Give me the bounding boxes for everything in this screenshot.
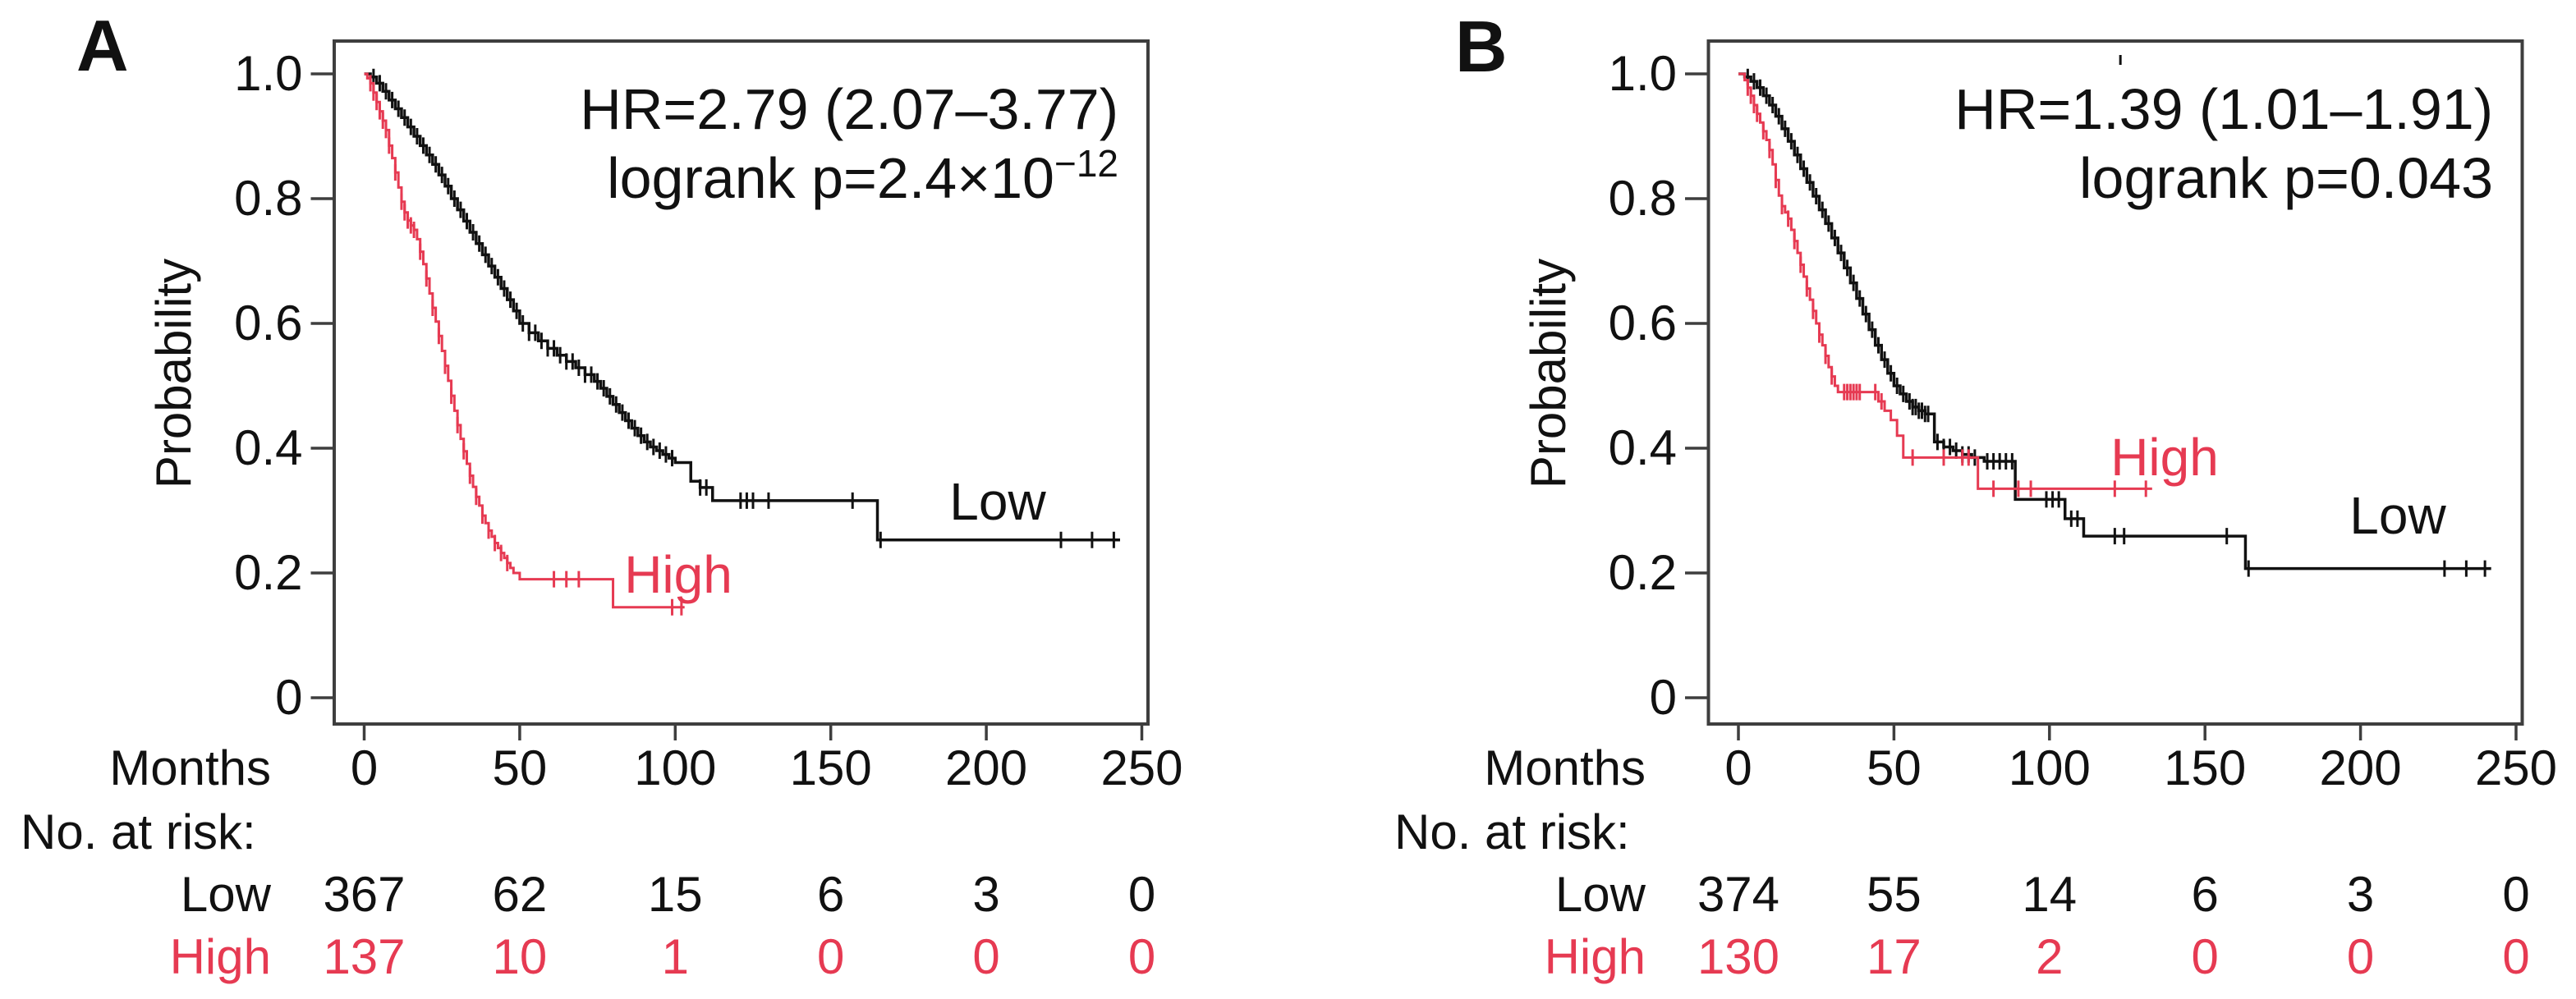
x-tick-label: 0 [1724, 740, 1752, 795]
risk-count-high-0: 130 [1697, 929, 1780, 984]
panel-b-risk-row-label-low: Low [1554, 867, 1646, 922]
risk-count-high-150: 0 [2191, 929, 2219, 984]
risk-count-high-250: 0 [2502, 929, 2530, 984]
y-tick-label: 1.0 [234, 46, 303, 101]
panel-b-risk-table-header: No. at risk: [1394, 804, 1630, 859]
risk-count-low-250: 0 [2502, 867, 2530, 922]
risk-count-low-0: 367 [323, 867, 406, 922]
x-tick-label: 150 [789, 740, 872, 795]
x-tick-label: 250 [1100, 740, 1183, 795]
y-tick-label: 1.0 [1608, 46, 1677, 101]
y-tick-label: 0.8 [1608, 171, 1677, 226]
panel-a-curve-label-low: Low [949, 472, 1046, 531]
risk-count-high-50: 10 [492, 929, 548, 984]
risk-count-low-200: 3 [972, 867, 1000, 922]
x-tick-label: 200 [2319, 740, 2402, 795]
panel-b-hr-annotation: HR=1.39 (1.01–1.91) [1954, 77, 2493, 141]
panel-a-y-axis-title: Probability [146, 258, 201, 489]
y-tick-label: 0.4 [234, 420, 303, 475]
panel-b-curve-label-high: High [2110, 428, 2219, 487]
x-tick-label: 250 [2474, 740, 2558, 795]
panel-b-logrank-annotation: logrank p=0.043 [1836, 144, 2493, 207]
y-tick-label: 0.4 [1608, 420, 1677, 475]
y-tick-label: 0.8 [234, 171, 303, 226]
risk-count-high-0: 137 [323, 929, 406, 984]
x-tick-label: 0 [350, 740, 379, 795]
panel-a-logrank-text: logrank p=2.4×10 [607, 146, 1054, 210]
panel-b-curve-label-low: Low [2349, 486, 2446, 545]
y-tick-label: 0 [1649, 670, 1677, 725]
risk-count-high-100: 2 [2036, 929, 2064, 984]
risk-count-high-250: 0 [1127, 929, 1156, 984]
risk-count-high-50: 17 [1867, 929, 1922, 984]
panel-b-logrank-text: logrank p=0.043 [2078, 146, 2493, 210]
censor-ticks-high [1746, 79, 2147, 497]
panel-b-plot-box [1706, 39, 2524, 726]
y-tick-label: 0.2 [234, 545, 303, 600]
panel-b-risk-row-label-high: High [1544, 929, 1646, 984]
risk-count-low-50: 55 [1867, 867, 1922, 922]
risk-count-high-200: 0 [2346, 929, 2375, 984]
risk-count-low-50: 62 [492, 867, 548, 922]
x-tick-label: 150 [2164, 740, 2247, 795]
risk-count-low-100: 15 [647, 867, 703, 922]
x-tick-label: 100 [2008, 740, 2091, 795]
y-tick-label: 0.6 [1608, 296, 1677, 351]
risk-count-high-100: 1 [661, 929, 689, 984]
risk-count-low-250: 0 [1127, 867, 1156, 922]
panel-a-letter: A [76, 5, 129, 86]
panel-b-y-axis-title: Probability [1521, 258, 1576, 489]
x-tick-label: 200 [945, 740, 1028, 795]
panel-a-curve-label-high: High [624, 545, 732, 604]
panel-a-risk-table-header: No. at risk: [21, 804, 256, 859]
y-tick-label: 0 [275, 670, 303, 725]
panel-a-x-axis-title: Months [109, 740, 271, 795]
panel-a-risk-row-label-high: High [169, 929, 271, 984]
risk-count-high-200: 0 [972, 929, 1000, 984]
risk-count-low-150: 6 [2191, 867, 2219, 922]
risk-count-low-0: 374 [1697, 867, 1780, 922]
panel-b-x-axis-title: Months [1484, 740, 1646, 795]
censor-ticks-low [372, 68, 1115, 548]
x-tick-label: 100 [634, 740, 717, 795]
censor-ticks-high [369, 75, 683, 616]
y-tick-label: 0.2 [1608, 545, 1677, 600]
risk-count-low-150: 6 [817, 867, 845, 922]
panel-a-plot-box [333, 39, 1150, 726]
risk-count-low-100: 14 [2022, 867, 2078, 922]
x-tick-label: 50 [1867, 740, 1922, 795]
x-tick-label: 50 [492, 740, 548, 795]
panel-a-logrank-annotation: logrank p=2.4×10−12 [461, 144, 1118, 207]
risk-count-low-200: 3 [2346, 867, 2375, 922]
y-tick-label: 0.6 [234, 296, 303, 351]
panel-a-hr-annotation: HR=2.79 (2.07–3.77) [580, 77, 1118, 141]
risk-count-high-150: 0 [817, 929, 845, 984]
panel-b-letter: B [1455, 6, 1508, 87]
panel-a-risk-row-label-low: Low [180, 867, 271, 922]
km-curve-low [364, 72, 1120, 542]
panel-a-logrank-exponent: −12 [1054, 142, 1118, 185]
